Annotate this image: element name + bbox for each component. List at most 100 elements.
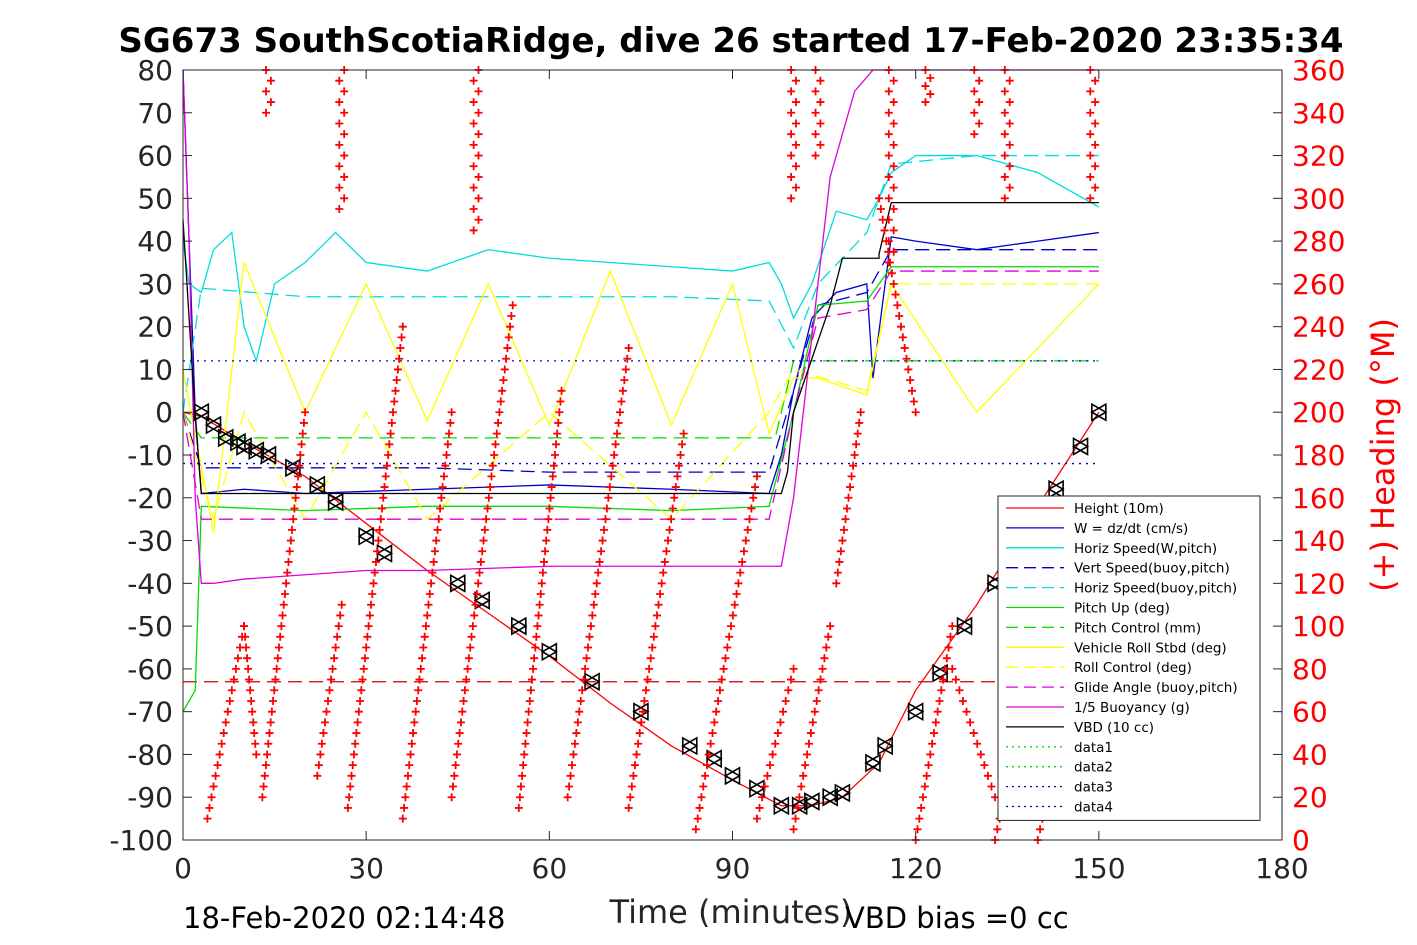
heading-point [1091, 119, 1100, 128]
heading-point [340, 151, 349, 160]
height-marker [772, 796, 790, 816]
heading-point [503, 344, 512, 353]
heading-point [712, 707, 721, 716]
height-marker [473, 591, 491, 610]
heading-point [368, 590, 377, 599]
left-tick-label: -90 [127, 781, 173, 814]
heading-point [676, 451, 685, 459]
heading-point [246, 686, 255, 695]
heading-point [381, 472, 390, 481]
heading-point [921, 98, 930, 107]
heading-point [483, 504, 492, 513]
heading-point [601, 515, 610, 524]
heading-point [667, 515, 676, 524]
left-tick-label: 40 [137, 225, 173, 258]
heading-point [891, 290, 900, 299]
heading-point [695, 803, 704, 812]
heading-point [523, 718, 532, 727]
height-marker [955, 616, 974, 636]
left-tick-label: 80 [137, 54, 173, 87]
heading-point [354, 707, 363, 716]
heading-point [657, 579, 666, 588]
heading-point [365, 611, 374, 620]
left-tick-label: 0 [155, 396, 173, 429]
heading-point [889, 162, 898, 171]
heading-point [474, 151, 483, 160]
heading-point [463, 664, 472, 673]
heading-point [966, 718, 975, 727]
heading-point [286, 536, 295, 545]
heading-point [898, 333, 907, 342]
heading-point [926, 90, 935, 99]
x-tick-label: 30 [348, 852, 384, 885]
heading-point [799, 771, 808, 780]
heading-point [660, 557, 669, 566]
heading-point [534, 611, 543, 620]
heading-point [663, 536, 672, 545]
heading-point [884, 237, 893, 246]
heading-point [598, 536, 607, 545]
heading-point [439, 472, 448, 481]
heading-point [725, 632, 734, 641]
heading-point [736, 568, 745, 577]
heading-point [314, 761, 323, 770]
heading-point [474, 108, 483, 117]
heading-point [333, 632, 342, 641]
heading-point [665, 525, 674, 534]
heading-point [911, 408, 920, 417]
heading-point [474, 579, 483, 588]
heading-point [816, 140, 825, 149]
heading-point [207, 793, 216, 802]
heading-point [904, 365, 913, 374]
heading-point [487, 472, 496, 481]
heading-point [282, 579, 291, 588]
legend-label: data2 [1074, 760, 1113, 776]
heading-point [779, 707, 788, 716]
heading-point [970, 87, 979, 96]
heading-point [816, 98, 825, 107]
heading-point [379, 493, 388, 502]
legend-label: Vehicle Roll Stbd (deg) [1074, 640, 1227, 656]
heading-point [826, 622, 835, 631]
heading-point [673, 472, 682, 481]
heading-point [209, 782, 218, 791]
heading-point [638, 707, 647, 716]
heading-point [597, 547, 606, 556]
heading-point [594, 568, 603, 577]
heading-point [701, 771, 710, 780]
height-marker [583, 672, 601, 692]
heading-point [292, 483, 301, 492]
heading-point [935, 696, 944, 705]
heading-point [529, 664, 538, 673]
heading-point [816, 76, 825, 85]
heading-point [524, 707, 533, 716]
heading-point [913, 825, 922, 834]
heading-point [987, 782, 996, 791]
heading-point [1000, 130, 1009, 139]
heading-point [730, 600, 739, 609]
heading-point [969, 729, 978, 738]
heading-point [406, 750, 415, 759]
heading-point [387, 418, 396, 427]
heading-point [327, 675, 336, 684]
left-tick-label: -70 [127, 696, 173, 729]
heading-point [460, 686, 469, 695]
x-tick-label: 90 [715, 852, 751, 885]
heading-point [258, 793, 267, 802]
heading-point [579, 675, 588, 684]
heading-point [970, 108, 979, 117]
legend-box [997, 495, 1261, 821]
heading-point [345, 793, 354, 802]
heading-point [595, 557, 604, 566]
heading-point [614, 418, 623, 427]
right-tick-label: 200 [1292, 396, 1345, 429]
heading-point [340, 172, 349, 181]
heading-point [291, 493, 300, 502]
heading-point [715, 686, 724, 695]
height-marker [907, 702, 925, 722]
heading-point [838, 536, 847, 545]
heading-point [295, 461, 304, 470]
heading-point [265, 729, 274, 738]
heading-point [547, 483, 556, 492]
heading-point [337, 600, 346, 609]
